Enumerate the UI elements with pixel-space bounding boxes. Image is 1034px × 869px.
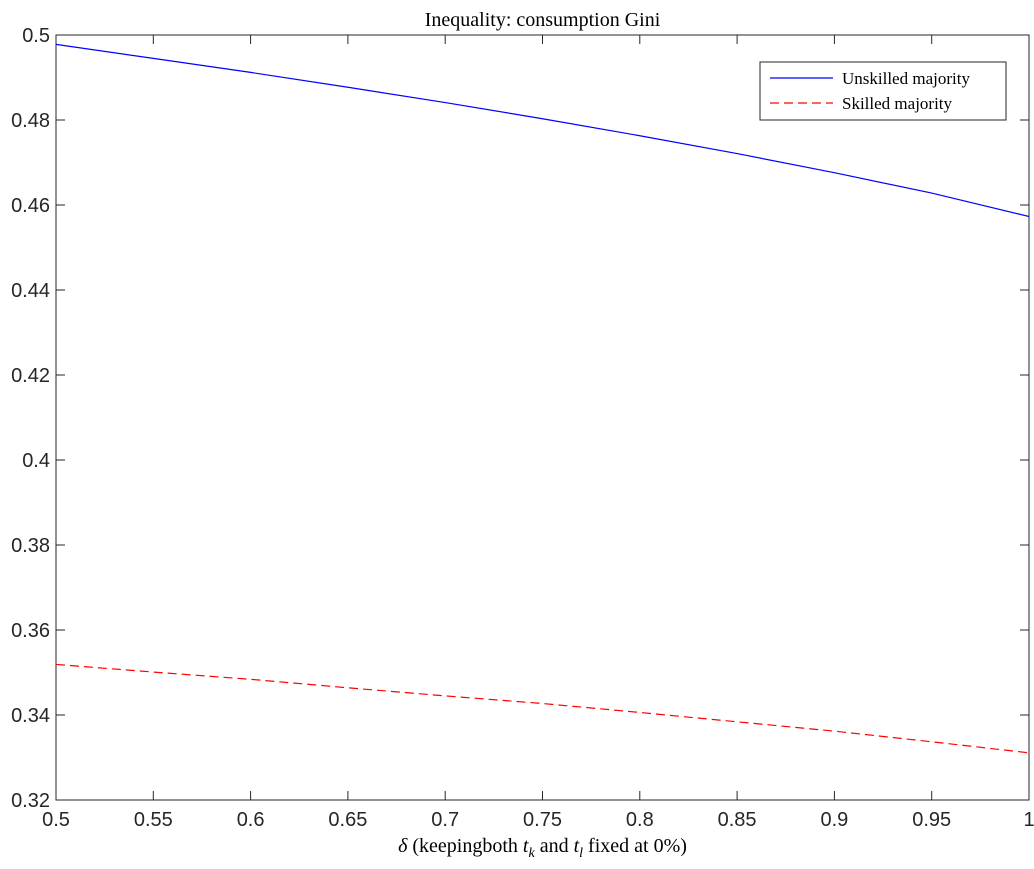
plot-area-box xyxy=(55,34,1030,801)
y-tick-label: 0.44 xyxy=(11,280,50,302)
x-axis-label-t: t xyxy=(523,835,529,857)
y-tick-label: 0.38 xyxy=(11,535,50,557)
series-lines xyxy=(55,43,1030,754)
series-line-unskilled-majority xyxy=(55,43,1030,218)
y-tick-label: 0.34 xyxy=(11,705,50,727)
x-axis-label-delta: δ xyxy=(398,835,408,857)
x-tick-label: 0.8 xyxy=(626,809,654,831)
axis-ticks: 0.5 0.55 0.6 0.65 0.7 0.75 0.8 0.85 0.9 0.95 1 0.32… xyxy=(11,25,1034,831)
x-axis-label-k: k xyxy=(528,846,535,861)
legend-box xyxy=(759,61,1007,121)
y-tick-label: 0.5 xyxy=(22,25,50,47)
y-tick-label: 0.46 xyxy=(11,195,50,217)
legend-label: Unskilled majority xyxy=(842,69,970,88)
x-tick-label: 0.85 xyxy=(718,809,757,831)
legend: Unskilled majority Skilled majority xyxy=(759,61,1007,121)
x-axis-label-t2: t xyxy=(574,835,580,857)
x-tick-label: 0.75 xyxy=(523,809,562,831)
y-tick-label: 0.48 xyxy=(11,110,50,132)
x-axis-label-part1: (keepingboth xyxy=(407,835,523,857)
x-tick-label: 1 xyxy=(1023,809,1034,831)
x-axis-label-part3: fixed at 0%) xyxy=(583,835,687,857)
x-axis-label-part2: and xyxy=(535,835,574,857)
y-tick-label: 0.4 xyxy=(22,450,50,472)
x-tick-label: 0.55 xyxy=(134,809,173,831)
y-tick-label: 0.36 xyxy=(11,620,50,642)
legend-label: Skilled majority xyxy=(842,94,953,113)
axes-frame xyxy=(55,34,1030,801)
x-tick-label: 0.5 xyxy=(42,809,70,831)
y-tick-label: 0.32 xyxy=(11,790,50,812)
x-tick-label: 0.95 xyxy=(912,809,951,831)
chart-title: Inequality: consumption Gini xyxy=(425,9,661,31)
x-tick-label: 0.65 xyxy=(328,809,367,831)
y-tick-label: 0.42 xyxy=(11,365,50,387)
x-tick-label: 0.7 xyxy=(431,809,459,831)
x-tick-label: 0.9 xyxy=(820,809,848,831)
x-tick-label: 0.6 xyxy=(237,809,265,831)
x-axis-label-l: l xyxy=(579,846,583,861)
series-line-skilled-majority xyxy=(55,663,1030,754)
x-axis-label: δ (keepingboth tk and tl fixed at 0%) xyxy=(398,835,687,861)
